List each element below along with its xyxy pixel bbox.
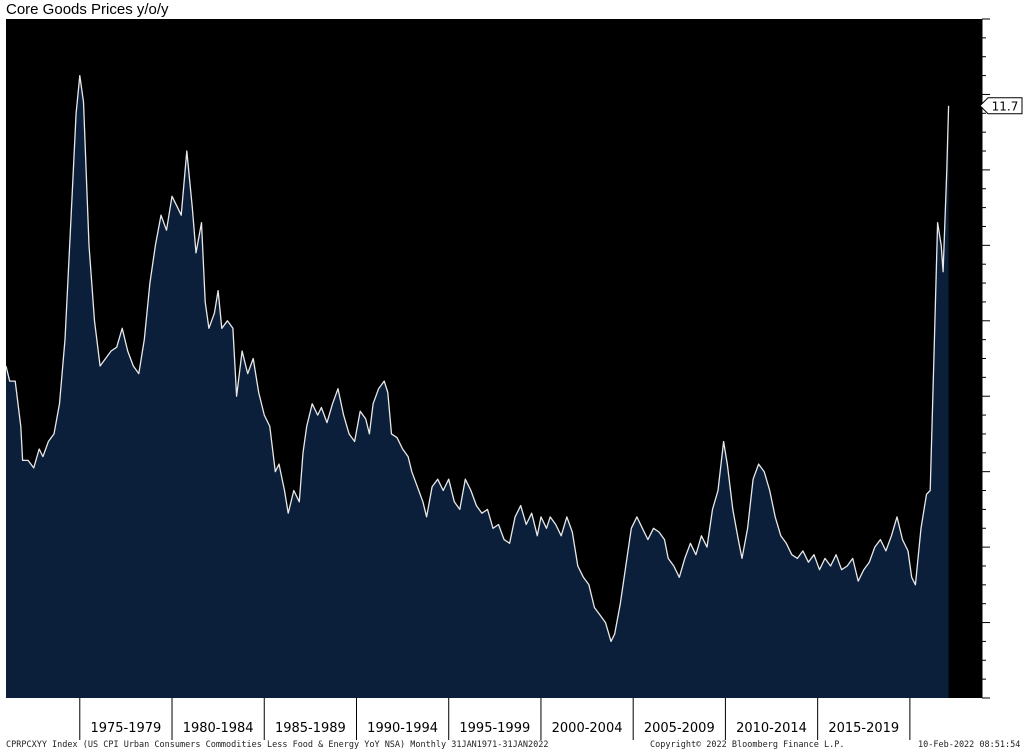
x-tick-label: 1975-1979 [90,721,161,736]
y-tick-label: 8.0 [961,238,980,252]
x-tick-label: 2000-2004 [552,721,623,736]
x-tick-label: 1980-1984 [183,721,254,736]
chart-title: Core Goods Prices y/o/y [6,1,169,18]
footer-copyright: Copyright© 2022 Bloomberg Finance L.P. [650,740,845,750]
series-area-0 [6,75,949,699]
last-value-label: 11.7 [992,99,1019,113]
x-tick-label: 1985-1989 [275,721,346,736]
x-axis: 1975-1979 1980-1984 1985-1989 1990-1994 1995… [79,698,911,740]
y-tick-label: 6.0 [961,314,980,328]
y-tick-label: 10.0 [953,163,980,177]
series-layer [5,74,950,699]
footer-source: CPRPCXYY Index (US CPI Urban Consumers C… [6,740,549,750]
y-tick-label: 12.0 [953,87,980,101]
last-value-box [979,97,1023,115]
x-tick-label: 2015-2019 [828,721,899,736]
x-tick-label: 1990-1994 [367,721,438,736]
series-line-0 [5,74,950,643]
y-tick-label: -2.0 [957,616,980,630]
last-value-marker: 11.7 [979,97,1023,115]
y-tick-label: 4.0 [961,389,980,403]
x-tick-label: 2005-2009 [644,721,715,736]
y-tick-label: 2.0 [961,465,980,479]
x-tick-label: 2010-2014 [736,721,807,736]
footer-timestamp: 10-Feb-2022 08:51:54 [918,740,1021,750]
x-tick-label: 1995-1999 [459,721,530,736]
y-tick-label: 0.0 [961,540,980,554]
y-axis: -2.0 0.0 2.0 4.0 6.0 8.0 10.0 12.0 [953,18,990,699]
